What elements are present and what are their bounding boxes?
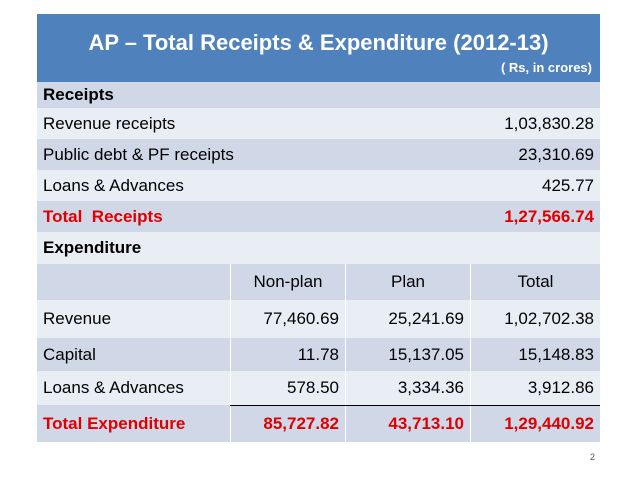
cell: Non-plan [230,264,345,300]
cell: Receipts [43,85,114,104]
section-heading: Expenditure [37,232,600,264]
cell: Loans & Advances [43,175,184,195]
section-heading: Receipts [37,82,600,108]
cell: 1,03,830.28 [504,113,594,133]
rule [230,405,600,406]
table-row: Revenue 77,460.69 25,241.69 1,02,702.38 [37,300,600,338]
cell: Revenue receipts [43,113,176,133]
cell: 578.50 [230,371,345,405]
cell: Total [470,264,600,300]
cell: Expenditure [43,238,142,257]
table-row: Revenue receipts 1,03,830.28 [37,108,600,139]
cell: Loans & Advances [43,378,184,397]
cell: Public debt & PF receipts [43,144,234,164]
cell: 1,02,702.38 [470,300,600,338]
cell: 11.78 [230,338,345,371]
cell: 15,137.05 [345,338,470,371]
cell: 425.77 [542,175,594,195]
table-row: Loans & Advances 425.77 [37,170,600,201]
cell: 1,29,440.92 [470,405,600,442]
table-row: Public debt & PF receipts 23,310.69 [37,139,600,170]
title-banner: AP – Total Receipts & Expenditure (2012-… [37,14,600,82]
cell: Capital [43,344,96,364]
total-row: Total Expenditure 85,727.82 43,713.10 1,29,… [37,405,600,442]
title: AP – Total Receipts & Expenditure (2012-… [88,30,549,55]
cell: 77,460.69 [230,300,345,338]
total-row: Total Receipts 1,27,566.74 [37,201,600,232]
cell: Total Receipts [43,206,163,226]
cell: 15,148.83 [470,338,600,371]
page-number: 2 [590,452,596,462]
cell: 85,727.82 [230,405,345,442]
cell: 23,310.69 [518,144,594,164]
cell: 25,241.69 [345,300,470,338]
cell: Plan [345,264,470,300]
column-header: Non-plan Plan Total [37,264,600,300]
cell: 1,27,566.74 [504,206,594,226]
cell: Revenue [43,309,112,328]
cell: 3,334.36 [345,371,470,405]
cell: 43,713.10 [345,405,470,442]
table-row: Capital 11.78 15,137.05 15,148.83 [37,338,600,371]
cell: Total Expenditure [43,413,186,433]
subtitle: ( Rs, in crores) [500,60,592,75]
table-row: Loans & Advances 578.50 3,334.36 3,912.86 [37,371,600,405]
cell: 3,912.86 [470,371,600,405]
